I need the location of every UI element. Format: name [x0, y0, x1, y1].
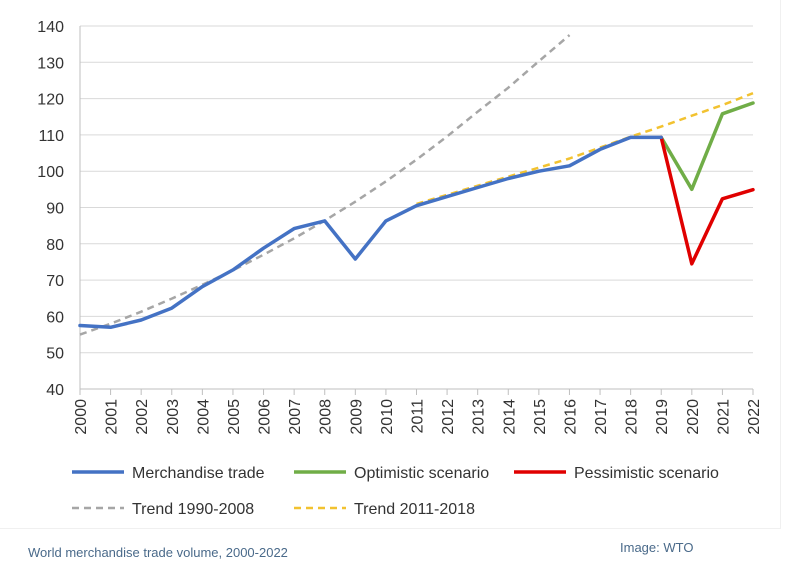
legend-label: Trend 2011-2018 [354, 501, 475, 518]
series-line-trend-1990-2008 [79, 34, 571, 336]
x-tick-label: 2002 [134, 399, 151, 435]
x-tick-label: 2006 [257, 399, 274, 435]
series-line-pessimistic-scenario [659, 135, 755, 266]
y-tick-label: 70 [46, 273, 64, 290]
x-tick-label: 2004 [195, 399, 212, 435]
x-tick-label: 2022 [746, 399, 763, 435]
y-tick-label: 120 [37, 92, 64, 109]
x-tick-label: 2009 [348, 399, 365, 435]
y-tick-label: 100 [37, 164, 64, 181]
x-tick-label: 2020 [685, 399, 702, 435]
x-tick-label: 2021 [715, 399, 732, 435]
y-tick-label: 140 [37, 19, 64, 36]
legend-label: Optimistic scenario [354, 465, 489, 482]
x-tick-label: 2011 [410, 399, 427, 434]
legend-label: Pessimistic scenario [574, 465, 719, 482]
x-tick-label: 2007 [287, 399, 304, 435]
x-tick-label: 2001 [104, 399, 121, 435]
x-tick-label: 2005 [226, 399, 243, 435]
grid-layer [79, 25, 754, 395]
series-line-optimistic-scenario [659, 101, 755, 192]
y-tick-label: 80 [46, 237, 64, 254]
x-tick-label: 2019 [654, 399, 671, 435]
x-tick-label: 2008 [318, 399, 335, 435]
legend-label: Merchandise trade [132, 465, 265, 482]
x-tick-label: 2012 [440, 399, 457, 435]
y-axis-ticks: 40 50 60 70 80 90 100 110 120 130 140 [37, 19, 64, 399]
series-line-merchandise-trade [78, 135, 663, 330]
y-tick-label: 90 [46, 201, 64, 218]
x-tick-label: 2016 [562, 399, 579, 435]
image-credit: Image: WTO [620, 540, 694, 555]
x-tick-label: 2010 [379, 399, 396, 435]
x-tick-label: 2013 [471, 399, 488, 435]
figure-caption: World merchandise trade volume, 2000-202… [28, 545, 288, 560]
chart-panel: 40 50 60 70 80 90 100 110 120 130 140 2000 2001 2002… [37, 19, 763, 518]
x-tick-label: 2014 [501, 399, 518, 435]
x-tick-label: 2017 [593, 399, 610, 435]
x-axis-ticks: 2000 2001 2002 2003 2004 2005 2006 2007 2008 2009… [73, 399, 763, 435]
series-line-trend-2011-2018 [416, 92, 754, 206]
x-tick-label: 2003 [165, 399, 182, 435]
x-tick-label: 2000 [73, 399, 90, 435]
y-tick-label: 40 [46, 382, 64, 399]
y-tick-label: 60 [46, 309, 64, 326]
legend-label: Trend 1990-2008 [132, 501, 254, 518]
series-layer [78, 34, 755, 336]
x-tick-label: 2018 [624, 399, 641, 435]
legend: Merchandise trade Optimistic scenario Pess… [72, 465, 719, 518]
y-tick-label: 50 [46, 346, 64, 363]
y-tick-label: 110 [38, 128, 64, 145]
y-tick-label: 130 [37, 55, 64, 72]
x-tick-label: 2015 [532, 399, 549, 435]
trade-volume-chart: 40 50 60 70 80 90 100 110 120 130 140 2000 2001 2002… [37, 19, 763, 518]
